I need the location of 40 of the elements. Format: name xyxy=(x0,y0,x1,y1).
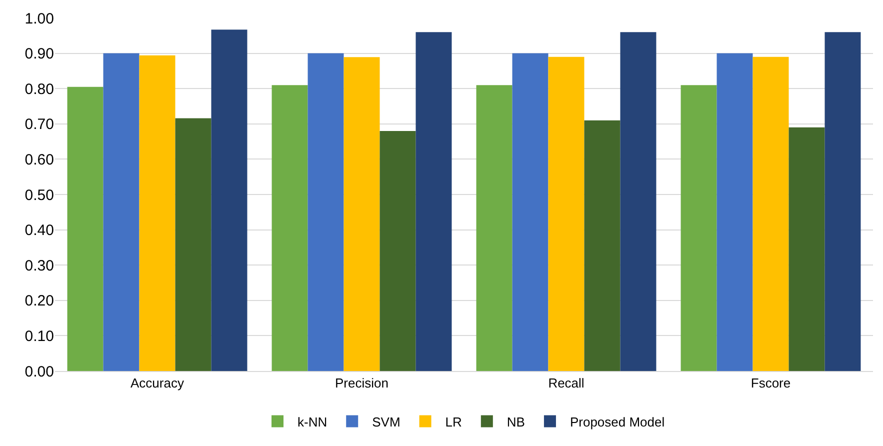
x-tick-label: Fscore xyxy=(750,376,791,391)
bar xyxy=(824,32,861,371)
y-tick-label: 0.30 xyxy=(24,257,54,274)
bar xyxy=(67,86,104,371)
bar xyxy=(380,130,416,371)
bar xyxy=(272,85,308,371)
bar xyxy=(308,53,344,371)
bar xyxy=(476,85,512,371)
y-tick-label: 0.40 xyxy=(24,222,54,240)
bar xyxy=(103,53,140,371)
x-tick-label: Precision xyxy=(335,376,388,391)
x-tick-label: Accuracy xyxy=(130,376,184,391)
x-tick-label: Recall xyxy=(548,376,584,391)
legend-label: Proposed Model xyxy=(570,414,665,430)
y-tick-label: 0.90 xyxy=(24,46,54,63)
bar xyxy=(512,53,548,371)
bar xyxy=(344,57,380,371)
bar xyxy=(175,118,212,371)
bar xyxy=(139,55,176,371)
y-tick-label: 0.80 xyxy=(24,80,54,98)
bar xyxy=(584,120,620,371)
bar xyxy=(716,53,753,371)
bar xyxy=(752,56,789,371)
y-tick-label: 0.60 xyxy=(24,151,54,168)
legend-label: SVM xyxy=(372,414,400,430)
bar xyxy=(211,30,248,371)
bar xyxy=(548,56,584,371)
y-tick-label: 0.10 xyxy=(24,328,54,345)
y-tick-label: 0.00 xyxy=(24,363,54,380)
y-tick-label: 0.70 xyxy=(24,116,54,134)
bar xyxy=(416,32,452,371)
y-tick-label: 0.50 xyxy=(24,186,54,204)
bar xyxy=(788,127,825,371)
bar xyxy=(680,85,717,371)
legend-label: NB xyxy=(506,414,525,430)
bar xyxy=(620,32,656,371)
legend-label: LR xyxy=(445,414,462,430)
legend-label: k-NN xyxy=(298,414,328,430)
y-tick-label: 0.20 xyxy=(24,292,54,310)
y-tick-label: 1.00 xyxy=(24,10,54,28)
